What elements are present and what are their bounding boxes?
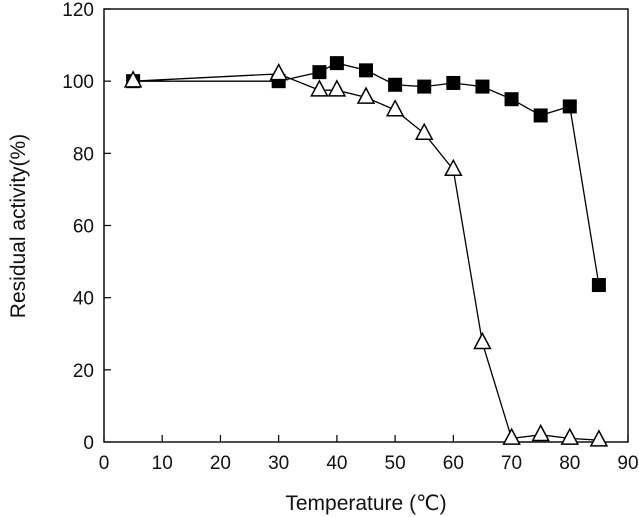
y-tick-label: 100 [62, 72, 94, 93]
data-point-square [329, 56, 344, 71]
series-layer [123, 56, 609, 447]
data-point-triangle [310, 79, 329, 97]
data-point-square [446, 75, 461, 90]
tick-labels: 0 10 20 30 40 50 60 70 80 90 0 20 40 60 80 100 120 [62, 0, 638, 474]
data-point-square [359, 63, 373, 78]
x-tick-label: 10 [152, 453, 173, 474]
data-point-triangle [444, 158, 463, 177]
data-point-square [475, 79, 490, 94]
x-tick-label: 70 [501, 453, 522, 474]
y-tick-label: 60 [73, 217, 94, 238]
data-point-triangle [123, 70, 143, 88]
data-point-square [388, 77, 403, 92]
x-tick-label: 50 [385, 453, 406, 474]
axes [103, 8, 629, 443]
data-point-square [417, 79, 432, 94]
y-tick-label: 0 [83, 433, 94, 454]
data-point-triangle [385, 99, 405, 117]
x-tick-label: 90 [617, 453, 638, 474]
data-point-triangle [502, 427, 521, 445]
data-point-square [312, 65, 327, 80]
x-axis-title: Temperature (℃) [285, 492, 446, 515]
data-point-square [504, 92, 519, 107]
y-axis-title: Residual activity(%) [7, 134, 30, 318]
series-2 [123, 63, 609, 447]
data-point-triangle [269, 63, 288, 81]
y-tick-label: 40 [73, 289, 94, 310]
data-point-square [533, 108, 548, 123]
x-tick-label: 60 [443, 453, 464, 474]
y-tick-label: 80 [73, 144, 94, 165]
data-point-triangle [531, 423, 550, 442]
data-point-triangle [414, 122, 434, 140]
data-point-square [591, 278, 606, 293]
y-tick-label: 120 [62, 0, 94, 21]
data-point-triangle [473, 331, 492, 350]
data-point-triangle [356, 86, 376, 104]
series-2-line [133, 73, 599, 441]
data-point-triangle [560, 427, 580, 445]
x-tick-label: 30 [268, 453, 289, 474]
x-tick-label: 80 [559, 453, 580, 474]
y-tick-label: 20 [73, 361, 94, 382]
x-tick-label: 20 [210, 453, 231, 474]
x-tick-label: 0 [99, 453, 110, 474]
data-point-triangle [327, 79, 347, 97]
data-point-triangle [589, 429, 609, 447]
x-tick-label: 40 [326, 453, 347, 474]
data-point-square [562, 99, 577, 114]
